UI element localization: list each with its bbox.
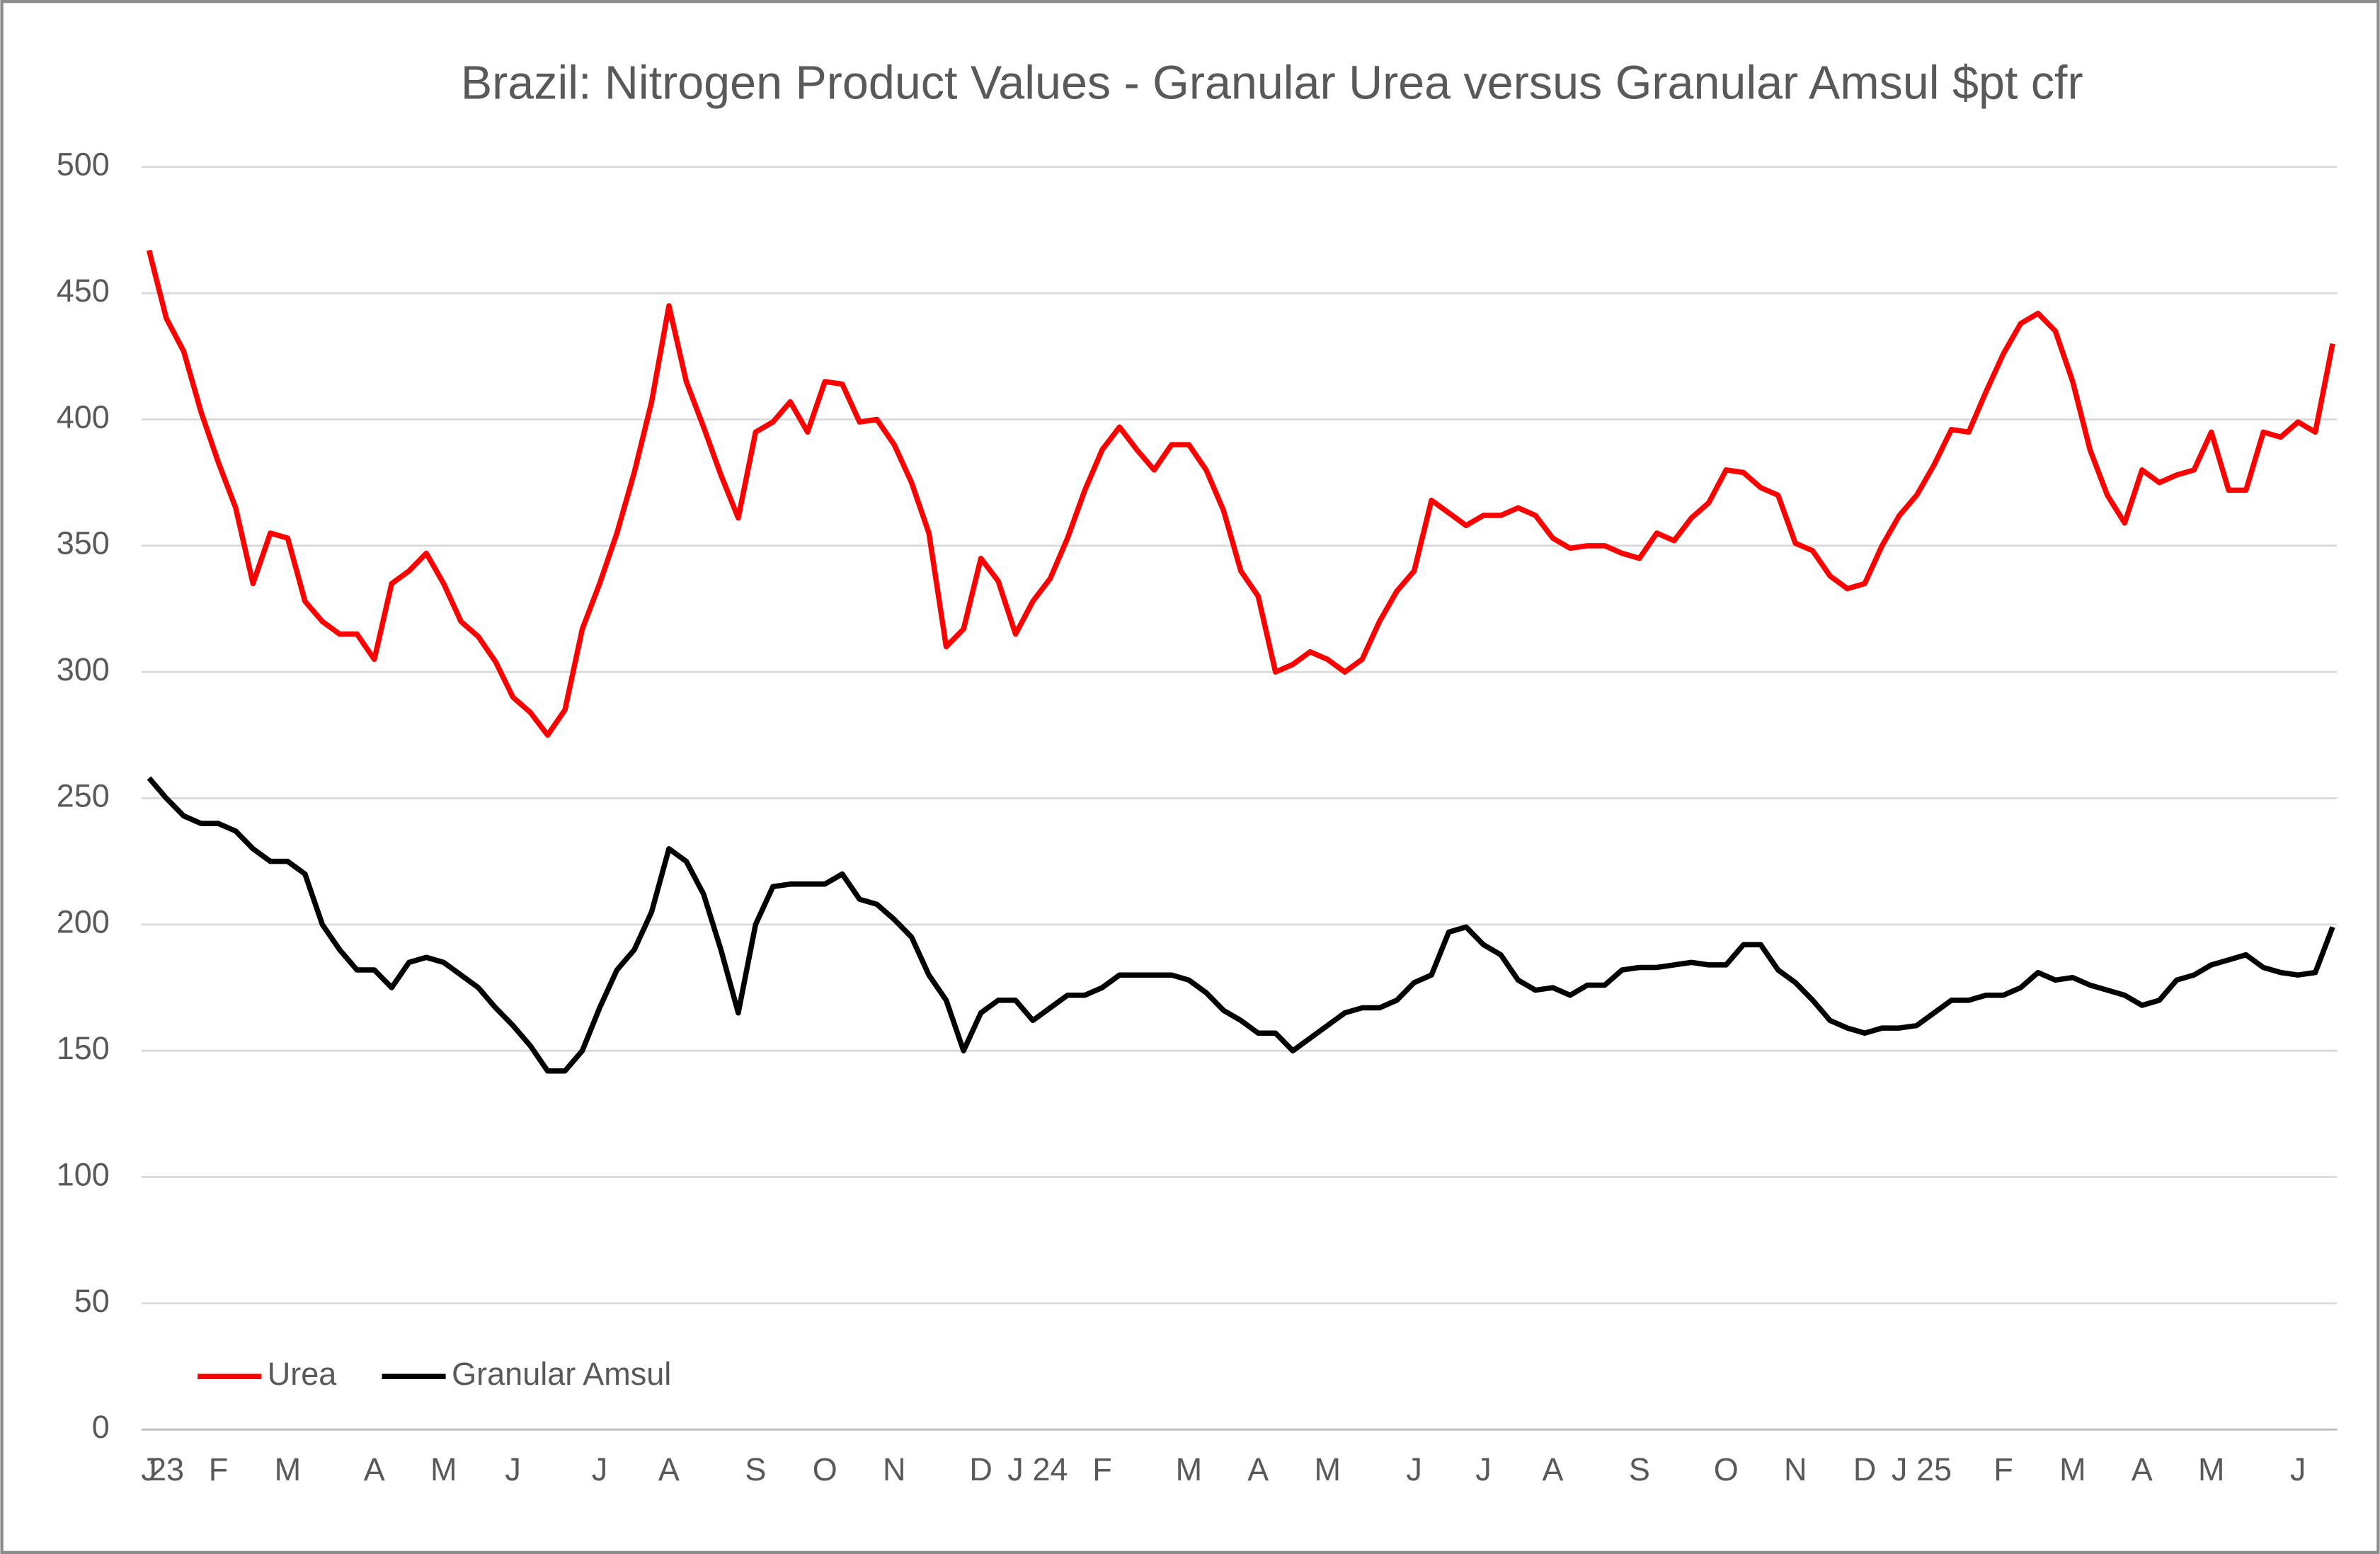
legend-label: Granular Amsul (452, 1356, 671, 1392)
x-tick-label: M (1176, 1451, 1203, 1487)
x-tick-label: A (2132, 1451, 2153, 1487)
chart-title: Brazil: Nitrogen Product Values - Granul… (461, 57, 2083, 110)
x-tick-label: J (1007, 1451, 1024, 1487)
x-tick-label: J (592, 1451, 608, 1487)
y-tick-label: 300 (57, 651, 110, 687)
y-tick-label: 50 (74, 1283, 110, 1319)
x-tick-label: O (813, 1451, 837, 1487)
x-tick-label: O (1714, 1451, 1739, 1487)
x-tick-label: D (969, 1451, 992, 1487)
y-tick-label: 250 (57, 777, 110, 813)
x-tick-label: J (1475, 1451, 1492, 1487)
legend-label: Urea (268, 1356, 338, 1392)
y-tick-label: 350 (57, 525, 110, 561)
x-tick-label: M (2198, 1451, 2225, 1487)
x-tick-label: S (745, 1451, 766, 1487)
x-tick-label: J (2290, 1451, 2306, 1487)
x-tick-label: A (1247, 1451, 1269, 1487)
x-tick-label: S (1629, 1451, 1650, 1487)
x-tick-label: J (1892, 1451, 1908, 1487)
y-tick-label: 500 (57, 147, 110, 183)
x-tick-label: M (1314, 1451, 1341, 1487)
x-tick-label: J (1406, 1451, 1422, 1487)
x-tick-label: 23 (149, 1451, 184, 1487)
series-line (146, 249, 2335, 738)
x-tick-label: D (1853, 1451, 1877, 1487)
series-line (147, 776, 2335, 1074)
x-tick-label: M (430, 1451, 457, 1487)
x-tick-label: J (505, 1451, 521, 1487)
x-tick-label: M (275, 1451, 302, 1487)
x-tick-label: F (209, 1451, 229, 1487)
y-tick-label: 0 (92, 1409, 110, 1445)
x-tick-label: F (1993, 1451, 2013, 1487)
x-tick-label: N (1784, 1451, 1807, 1487)
x-tick-label: N (883, 1451, 906, 1487)
y-tick-label: 450 (57, 273, 110, 309)
y-tick-label: 150 (57, 1030, 110, 1066)
y-tick-label: 400 (57, 399, 110, 435)
x-tick-label: A (1542, 1451, 1563, 1487)
x-tick-label: 25 (1916, 1451, 1952, 1487)
y-tick-label: 200 (57, 904, 110, 940)
x-tick-label: A (658, 1451, 680, 1487)
x-tick-label: J (141, 1451, 157, 1487)
y-tick-label: 100 (57, 1156, 110, 1192)
x-tick-label: 24 (1032, 1451, 1068, 1487)
x-tick-label: M (2059, 1451, 2086, 1487)
x-tick-label: A (364, 1451, 385, 1487)
x-tick-label: F (1092, 1451, 1112, 1487)
